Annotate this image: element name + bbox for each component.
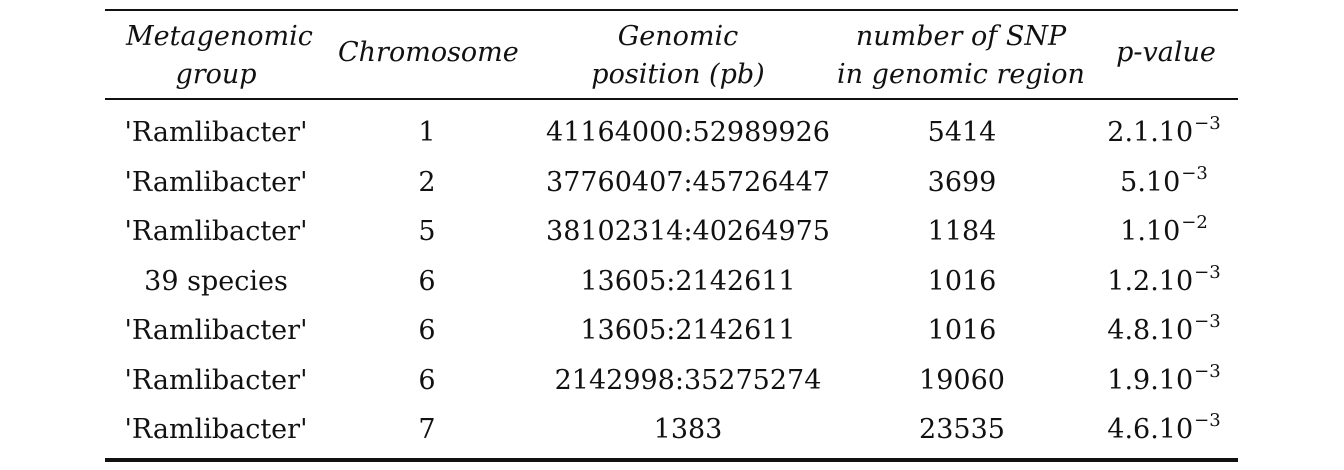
bottom-rule — [105, 458, 1238, 462]
cell-position: 41164000:52989926 — [546, 117, 830, 148]
cell-chromosome: 7 — [418, 414, 436, 445]
cell-snp-count: 1184 — [927, 216, 997, 247]
table-row: 'Ramlibacter' 6 2142998:35275274 19060 1.9.1… — [0, 356, 1344, 406]
cell-group: 39 species — [144, 265, 288, 297]
cell-p-value: 1.10−2 — [1120, 207, 1208, 257]
p-value-exponent: −3 — [1194, 360, 1221, 382]
cell-p-value: 4.8.10−3 — [1107, 306, 1220, 356]
cell-position: 1383 — [653, 414, 723, 445]
table-row: 'Ramlibacter' 1 41164000:52989926 5414 2.1.1… — [0, 108, 1344, 158]
table-row: 'Ramlibacter' 5 38102314:40264975 1184 1.10−… — [0, 207, 1344, 257]
cell-chromosome: 2 — [418, 166, 436, 198]
cell-group: 'Ramlibacter' — [124, 117, 308, 148]
cell-position: 2142998:35275274 — [554, 364, 822, 396]
p-value-exponent: −3 — [1194, 113, 1221, 134]
cell-snp-count: 1016 — [927, 315, 997, 346]
cell-snp-count: 5414 — [927, 117, 997, 148]
cell-snp-count: 23535 — [919, 414, 1005, 445]
cell-snp-count: 19060 — [919, 364, 1005, 396]
cell-chromosome: 6 — [418, 265, 436, 297]
cell-p-value: 4.6.10−3 — [1107, 405, 1220, 455]
header-genomic-position: Genomic position (pb) — [591, 21, 765, 90]
header-rule — [105, 98, 1238, 100]
cell-position: 37760407:45726447 — [546, 166, 830, 198]
p-value-exponent: −2 — [1181, 212, 1208, 233]
p-value-exponent: −3 — [1194, 261, 1221, 283]
p-value-mantissa: 4.8.10 — [1107, 315, 1194, 346]
cell-group: 'Ramlibacter' — [124, 166, 308, 198]
p-value-exponent: −3 — [1194, 311, 1221, 332]
table-row: 'Ramlibacter' 7 1383 23535 4.6.10−3 — [0, 405, 1344, 455]
cell-group: 'Ramlibacter' — [124, 216, 308, 247]
p-value-mantissa: 4.6.10 — [1107, 414, 1194, 445]
cell-group: 'Ramlibacter' — [124, 414, 308, 445]
cell-snp-count: 1016 — [927, 265, 997, 297]
cell-p-value: 1.2.10−3 — [1107, 257, 1220, 307]
header-number-of-snp: number of SNP in genomic region — [837, 21, 1085, 90]
p-value-mantissa: 5.10 — [1120, 166, 1181, 198]
cell-snp-count: 3699 — [927, 166, 997, 198]
header-p-value: p-value — [1116, 37, 1216, 68]
p-value-mantissa: 1.10 — [1120, 216, 1181, 247]
table-row: 'Ramlibacter' 6 13605:2142611 1016 4.8.10−3 — [0, 306, 1344, 356]
cell-p-value: 5.10−3 — [1120, 158, 1208, 208]
p-value-mantissa: 2.1.10 — [1107, 117, 1194, 148]
cell-chromosome: 5 — [418, 216, 436, 247]
cell-p-value: 1.9.10−3 — [1107, 356, 1220, 406]
cell-chromosome: 1 — [418, 117, 436, 148]
p-value-mantissa: 1.2.10 — [1107, 265, 1194, 297]
cell-position: 38102314:40264975 — [546, 216, 830, 247]
header-chromosome: Chromosome — [338, 37, 519, 68]
p-value-exponent: −3 — [1194, 410, 1221, 431]
header-metagenomic-group: Metagenomic group — [126, 21, 313, 90]
cell-chromosome: 6 — [418, 364, 436, 396]
cell-p-value: 2.1.10−3 — [1107, 108, 1220, 158]
cell-position: 13605:2142611 — [580, 315, 796, 346]
p-value-mantissa: 1.9.10 — [1107, 364, 1194, 396]
cell-chromosome: 6 — [418, 315, 436, 346]
table-row: 39 species 6 13605:2142611 1016 1.2.10−3 — [0, 257, 1344, 307]
top-rule — [105, 9, 1238, 11]
cell-group: 'Ramlibacter' — [124, 315, 308, 346]
table-row: 'Ramlibacter' 2 37760407:45726447 3699 5.10−… — [0, 158, 1344, 208]
p-value-exponent: −3 — [1181, 162, 1208, 184]
cell-position: 13605:2142611 — [580, 265, 796, 297]
cell-group: 'Ramlibacter' — [124, 364, 308, 396]
